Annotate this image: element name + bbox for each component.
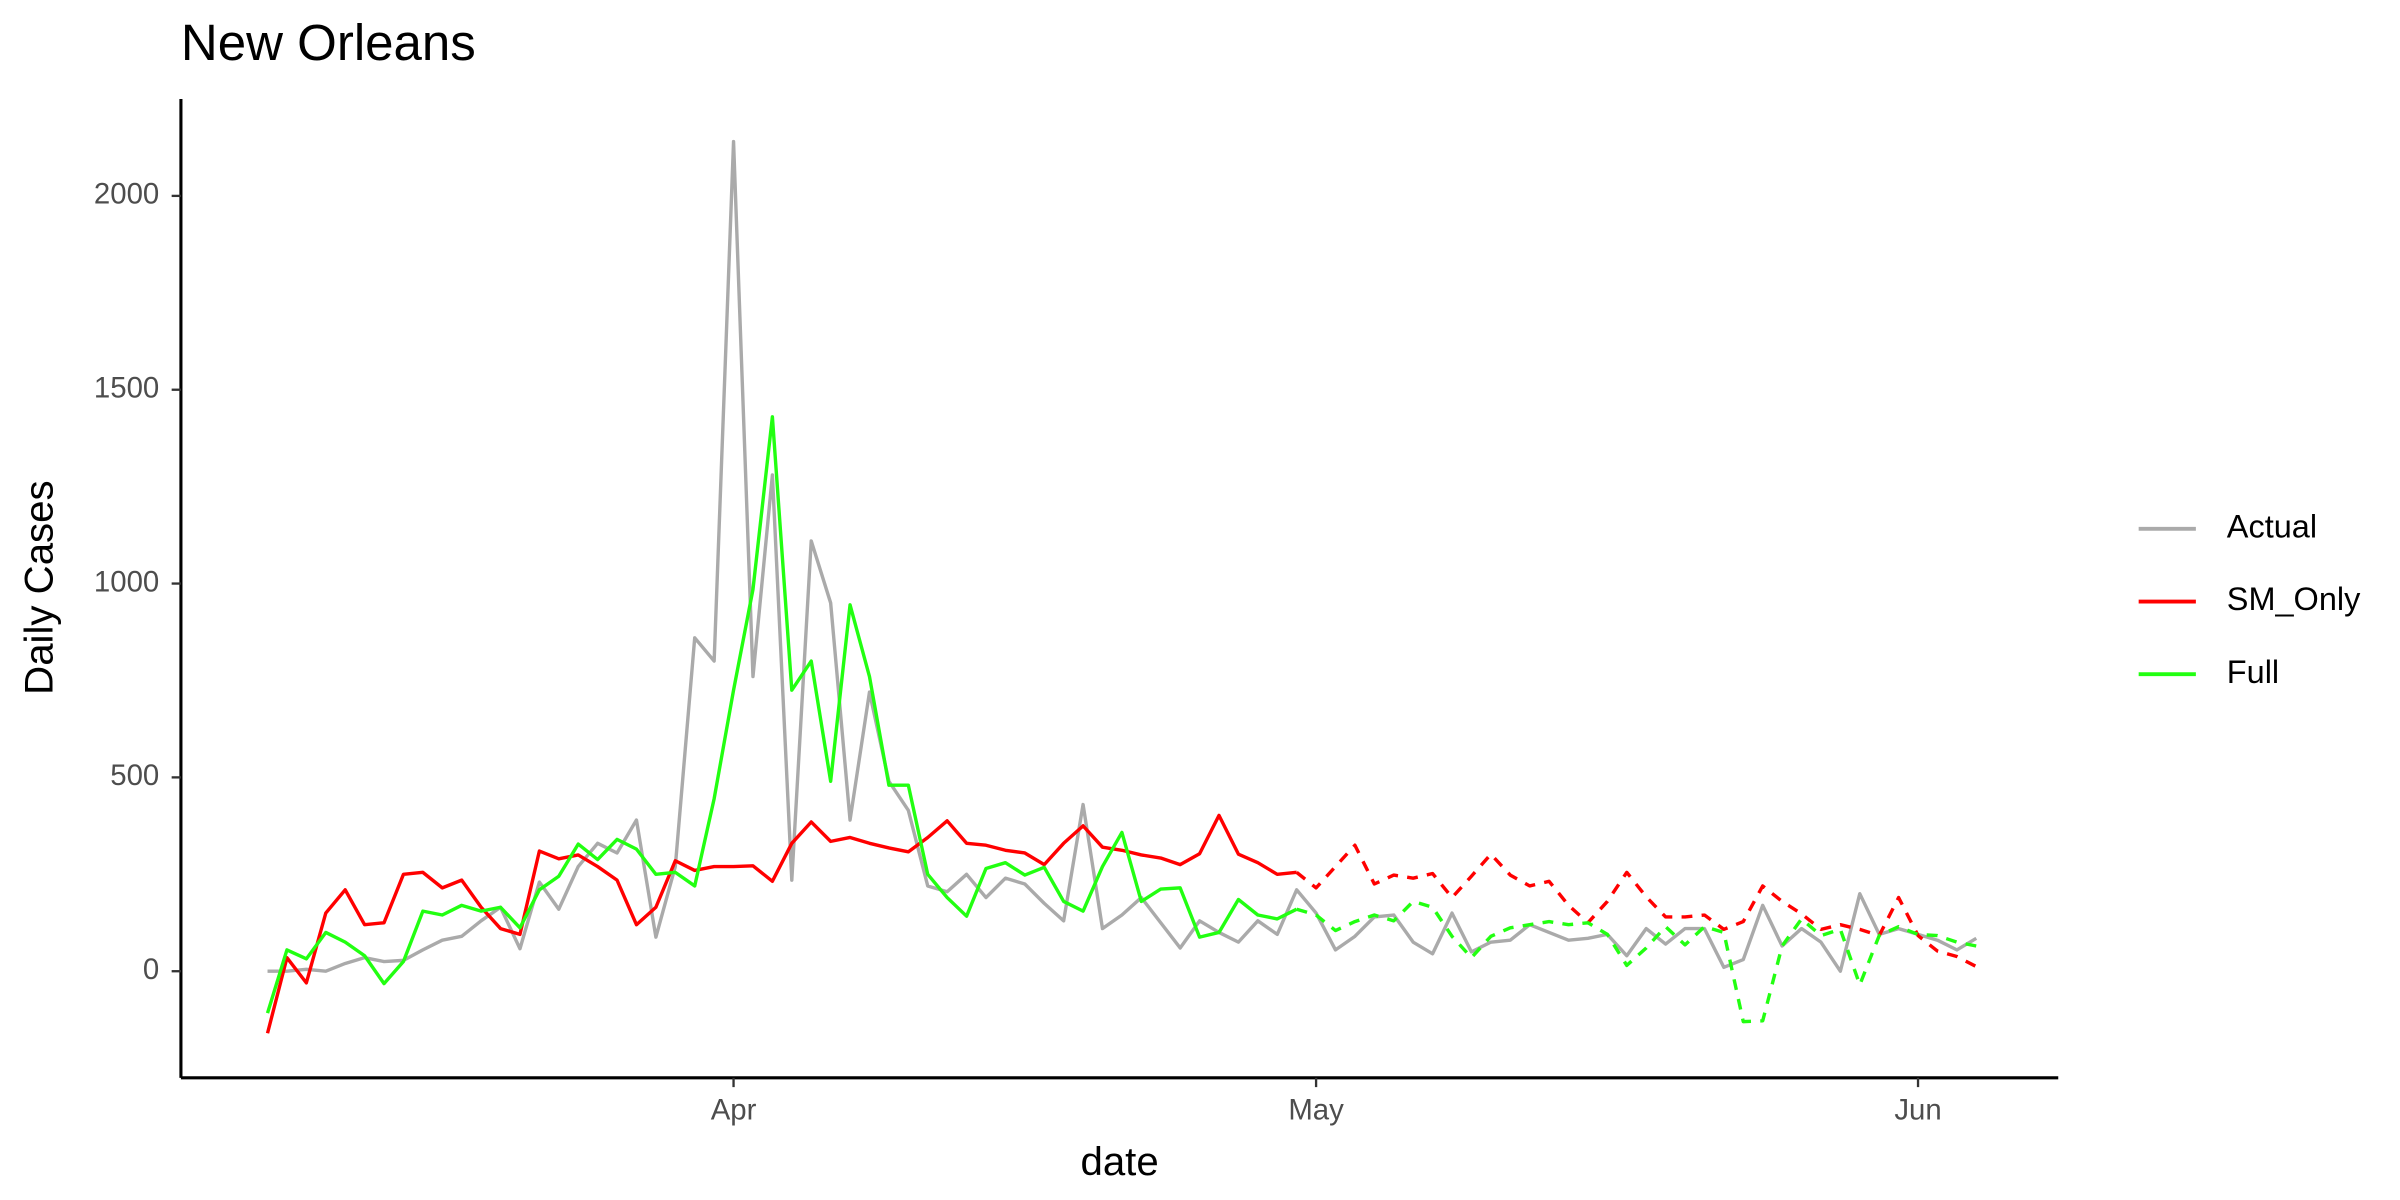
y-tick-label: 2000	[94, 178, 159, 211]
x-tick-label: Jun	[1894, 1094, 1941, 1127]
line	[265, 415, 1298, 1014]
line	[265, 813, 1297, 1034]
y-tick-label: 500	[110, 759, 159, 792]
y-tick-label: 1000	[94, 565, 159, 598]
x-tick-label: May	[1288, 1094, 1344, 1127]
line-forecast	[1295, 843, 1978, 969]
chart-title: New Orleans	[181, 14, 476, 71]
legend-label: SM_Only	[2227, 581, 2361, 617]
y-axis-title: Daily Cases	[16, 480, 61, 694]
x-axis-title: date	[1080, 1139, 1158, 1184]
legend-label: Full	[2227, 654, 2279, 690]
line-forecast	[1296, 899, 1977, 1024]
x-tick-label: Apr	[711, 1094, 757, 1127]
legend-label: Actual	[2227, 508, 2317, 544]
line	[267, 139, 1978, 973]
y-tick-label: 1500	[94, 371, 159, 404]
y-tick-label: 0	[143, 953, 159, 986]
